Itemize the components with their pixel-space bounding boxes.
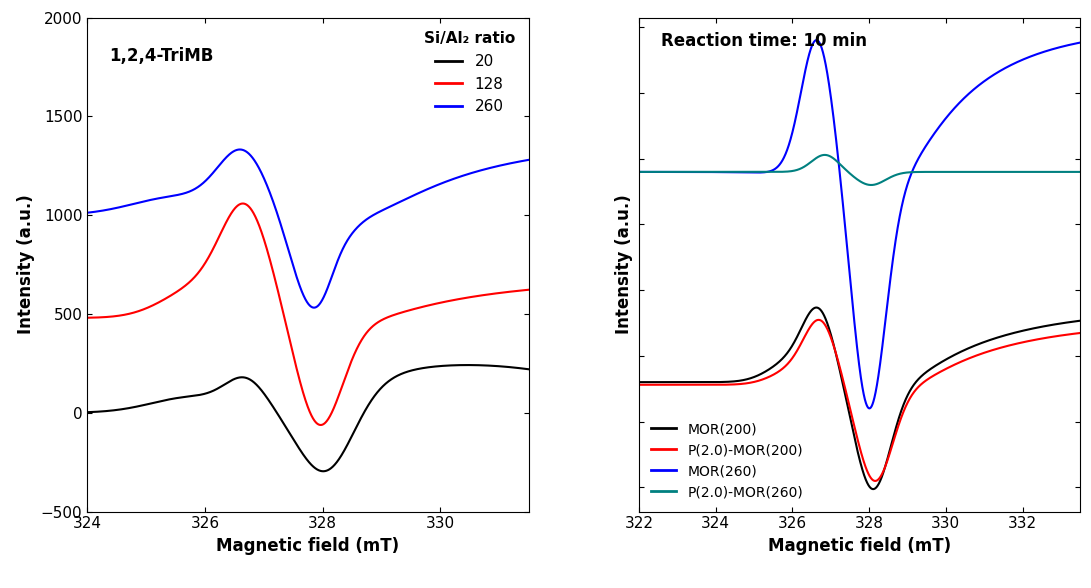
Legend: MOR(200), P(2.0)-MOR(200), MOR(260), P(2.0)-MOR(260): MOR(200), P(2.0)-MOR(200), MOR(260), P(2… <box>646 417 808 505</box>
Y-axis label: Intensity (a.u.): Intensity (a.u.) <box>17 195 35 335</box>
Text: Reaction time: 10 min: Reaction time: 10 min <box>661 32 867 51</box>
X-axis label: Magnetic field (mT): Magnetic field (mT) <box>216 537 399 555</box>
Text: 1,2,4-TriMB: 1,2,4-TriMB <box>109 47 214 65</box>
X-axis label: Magnetic field (mT): Magnetic field (mT) <box>768 537 951 555</box>
Legend: 20, 128, 260: 20, 128, 260 <box>418 25 520 121</box>
Y-axis label: Intensity (a.u.): Intensity (a.u.) <box>615 195 633 335</box>
